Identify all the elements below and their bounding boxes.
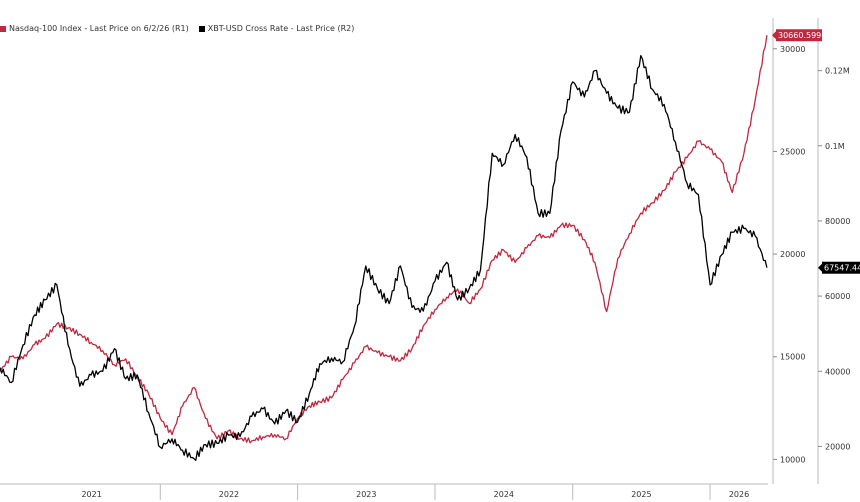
right-tick-label: 60000 — [825, 292, 850, 301]
x-tick-label: 2025 — [631, 490, 651, 499]
left-y-axis-ticks: 10000 15000 20000 25000 30000 — [773, 45, 805, 464]
xbt-series-line — [0, 54, 768, 461]
left-tick-label: 10000 — [780, 455, 805, 464]
right-tick-label: 0.1M — [825, 142, 845, 151]
series-lines — [0, 35, 768, 461]
right-tick-label: 20000 — [825, 442, 850, 451]
last-value-badges: 30660.5996 67547.44 — [772, 29, 860, 274]
right-y-axis-ticks: 20000 40000 60000 80000 0.1M 0.12M — [818, 67, 850, 451]
badge-pointer — [772, 31, 776, 40]
legend: Nasdaq-100 Index - Last Price on 6/2/26 … — [0, 24, 354, 33]
nasdaq-series-line — [0, 35, 768, 444]
left-tick-label: 30000 — [780, 45, 805, 54]
legend-label-nasdaq: Nasdaq-100 Index - Last Price on 6/2/26 … — [9, 24, 189, 33]
right-tick-label: 80000 — [825, 217, 850, 226]
x-tick-label: 2026 — [729, 490, 749, 499]
nasdaq-last-value-label: 30660.5996 — [778, 31, 826, 40]
legend-swatch-nasdaq — [0, 25, 6, 32]
left-tick-label: 25000 — [780, 147, 805, 156]
x-tick-label: 2021 — [81, 490, 101, 499]
left-tick-label: 20000 — [780, 250, 805, 259]
x-axis-ticks: 2021 2022 2023 2024 2025 2026 — [81, 484, 749, 500]
nasdaq-last-value-badge — [776, 29, 822, 42]
x-tick-label: 2022 — [219, 490, 239, 499]
right-tick-label: 0.12M — [825, 67, 850, 76]
x-tick-label: 2024 — [494, 490, 514, 499]
legend-item-nasdaq: Nasdaq-100 Index - Last Price on 6/2/26 … — [0, 24, 189, 33]
right-tick-label: 40000 — [825, 367, 850, 376]
x-tick-label: 2023 — [356, 490, 376, 499]
left-tick-label: 15000 — [780, 353, 805, 362]
xbt-last-value-badge — [822, 261, 860, 274]
legend-swatch-xbt — [198, 25, 205, 32]
legend-item-xbt: XBT-USD Cross Rate - Last Price (R2) — [198, 24, 355, 33]
legend-label-xbt: XBT-USD Cross Rate - Last Price (R2) — [207, 24, 355, 33]
badge-pointer — [818, 263, 822, 272]
xbt-last-value-label: 67547.44 — [824, 264, 860, 273]
